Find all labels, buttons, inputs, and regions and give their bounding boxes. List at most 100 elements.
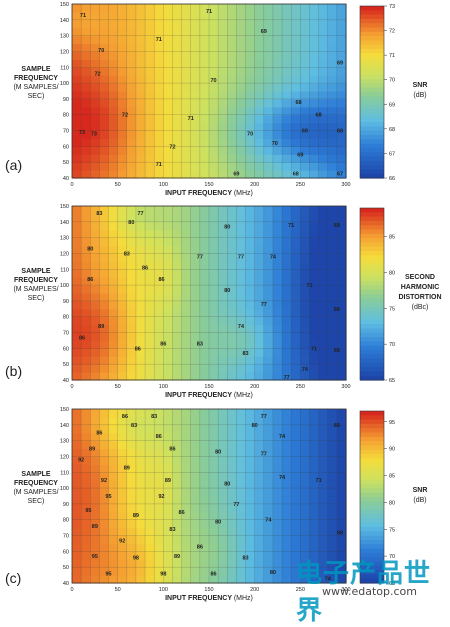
contour-label: 86 bbox=[169, 447, 175, 453]
heatmap-cell bbox=[309, 503, 320, 513]
heatmap-cell bbox=[282, 237, 292, 247]
heatmap-cell bbox=[99, 269, 110, 278]
heatmap-cell bbox=[209, 356, 219, 365]
colorbar-swatch bbox=[360, 428, 384, 434]
heatmap-cell bbox=[300, 496, 311, 505]
heatmap-cell bbox=[181, 440, 192, 450]
heatmap-cell bbox=[245, 122, 256, 132]
heatmap-cell bbox=[135, 340, 146, 349]
heatmap-cell bbox=[99, 409, 110, 418]
colorbar-swatch bbox=[360, 488, 384, 494]
heatmap-cell bbox=[145, 146, 155, 155]
heatmap-cell bbox=[272, 464, 283, 473]
heatmap-cell bbox=[117, 340, 128, 349]
heatmap-cell bbox=[90, 527, 100, 537]
heatmap-cell bbox=[218, 575, 228, 584]
heatmap-cell bbox=[236, 98, 247, 108]
heatmap-cell bbox=[254, 83, 265, 92]
heatmap-cell bbox=[199, 170, 210, 179]
heatmap-cell bbox=[163, 464, 174, 473]
heatmap-cell bbox=[309, 245, 320, 255]
heatmap-cell bbox=[282, 559, 292, 568]
heatmap-cell bbox=[336, 464, 347, 473]
heatmap-cell bbox=[336, 316, 347, 326]
heatmap-cell bbox=[117, 543, 128, 552]
heatmap-cell bbox=[218, 551, 228, 560]
heatmap-cell bbox=[190, 527, 201, 537]
heatmap-cell bbox=[327, 488, 338, 497]
heatmap-cell bbox=[336, 237, 347, 247]
heatmap-cell bbox=[126, 488, 137, 497]
heatmap-cell bbox=[263, 464, 274, 473]
heatmap-cell bbox=[282, 348, 292, 357]
heatmap-cell bbox=[72, 213, 82, 223]
heatmap-cell bbox=[126, 98, 137, 108]
colorbar-tick-label: 85 bbox=[389, 474, 395, 480]
heatmap-cell bbox=[300, 59, 311, 68]
contour-label: 89 bbox=[174, 554, 180, 560]
heatmap-cell bbox=[81, 213, 91, 223]
heatmap-cell bbox=[227, 146, 237, 155]
heatmap-cell bbox=[336, 91, 347, 100]
heatmap-cell bbox=[318, 130, 329, 140]
heatmap-cell bbox=[181, 559, 192, 568]
heatmap-cell bbox=[209, 519, 219, 529]
heatmap-cell bbox=[126, 440, 137, 450]
heatmap-cell bbox=[145, 245, 155, 255]
heatmap-cell bbox=[135, 480, 146, 489]
heatmap-cell bbox=[117, 269, 128, 278]
y-tick-label: 80 bbox=[63, 315, 69, 321]
heatmap-cell bbox=[227, 206, 237, 215]
heatmap-cell bbox=[272, 480, 283, 489]
heatmap-cell bbox=[172, 221, 183, 231]
heatmap-cell bbox=[318, 324, 329, 334]
heatmap-cell bbox=[199, 372, 210, 381]
heatmap-cell bbox=[227, 130, 237, 140]
colorbar-swatch bbox=[360, 411, 384, 416]
heatmap-cell bbox=[209, 567, 219, 576]
heatmap-cell bbox=[327, 348, 338, 357]
heatmap-cell bbox=[154, 221, 164, 231]
heatmap-cell bbox=[126, 511, 137, 521]
heatmap-cell bbox=[199, 130, 210, 140]
heatmap-cell bbox=[245, 527, 256, 537]
heatmap-cell bbox=[309, 19, 320, 29]
colorbar-swatch bbox=[360, 160, 384, 166]
heatmap-cell bbox=[135, 83, 146, 92]
heatmap-cell bbox=[291, 261, 301, 270]
heatmap-cell bbox=[145, 98, 155, 108]
heatmap-cell bbox=[291, 154, 301, 163]
heatmap-cell bbox=[145, 559, 155, 568]
colorbar-tick-label: 68 bbox=[389, 127, 395, 133]
heatmap-cell bbox=[236, 170, 247, 179]
heatmap-cell bbox=[272, 11, 283, 21]
heatmap-cell bbox=[309, 229, 320, 239]
heatmap-cell bbox=[181, 348, 192, 357]
colorbar-swatch bbox=[360, 319, 384, 325]
heatmap-cell bbox=[108, 511, 119, 521]
heatmap-cell bbox=[190, 503, 201, 513]
heatmap-cell bbox=[236, 27, 247, 37]
heatmap-cell bbox=[291, 59, 301, 68]
heatmap-cell bbox=[318, 409, 329, 418]
colorbar-swatch bbox=[360, 289, 384, 295]
heatmap-cell bbox=[291, 277, 301, 286]
x-tick-label: 0 bbox=[70, 182, 73, 188]
heatmap-cell bbox=[190, 575, 201, 584]
heatmap-cell bbox=[227, 106, 237, 116]
heatmap-cell bbox=[190, 83, 201, 92]
heatmap-cell bbox=[327, 27, 338, 37]
heatmap-cell bbox=[181, 19, 192, 29]
heatmap-cell bbox=[309, 519, 320, 529]
heatmap-cell bbox=[300, 416, 311, 426]
heatmap-cell bbox=[263, 237, 274, 247]
heatmap-cell bbox=[272, 67, 283, 76]
heatmap-cell bbox=[154, 300, 164, 310]
heatmap-cell bbox=[181, 567, 192, 576]
heatmap-cell bbox=[126, 324, 137, 334]
heatmap-cell bbox=[254, 356, 265, 365]
heatmap-cell bbox=[72, 416, 82, 426]
heatmap-cell bbox=[154, 35, 164, 45]
heatmap-cell bbox=[245, 51, 256, 60]
heatmap-cell bbox=[172, 300, 183, 310]
